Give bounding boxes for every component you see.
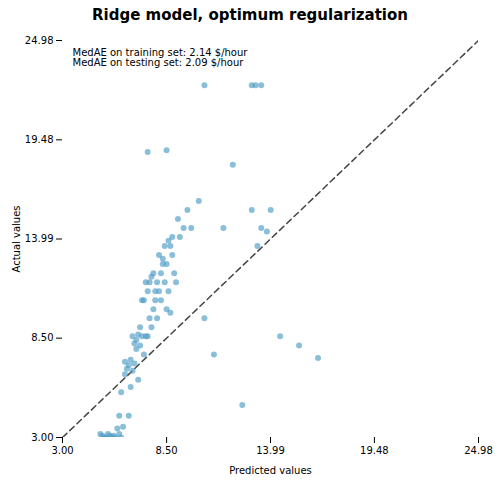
svg-text:Predicted values: Predicted values <box>229 465 312 476</box>
svg-text:19.48: 19.48 <box>360 445 389 456</box>
svg-text:8.50: 8.50 <box>155 445 177 456</box>
svg-text:13.99: 13.99 <box>256 445 285 456</box>
svg-text:13.99: 13.99 <box>25 233 54 244</box>
svg-text:19.48: 19.48 <box>25 134 54 145</box>
svg-text:Actual values: Actual values <box>11 205 22 272</box>
svg-text:8.50: 8.50 <box>31 332 53 343</box>
svg-text:3.00: 3.00 <box>51 445 73 456</box>
html-text:Ridge model, optimum regulariz: Ridge model, optimum regularization <box>92 6 408 24</box>
svg-text:3.00: 3.00 <box>31 432 53 443</box>
svg-text:MedAE on training set: 2.14 $/: MedAE on training set: 2.14 $/hourMedAE … <box>73 47 249 68</box>
svg-text:24.98: 24.98 <box>25 35 54 46</box>
svg-text:24.98: 24.98 <box>464 445 493 456</box>
